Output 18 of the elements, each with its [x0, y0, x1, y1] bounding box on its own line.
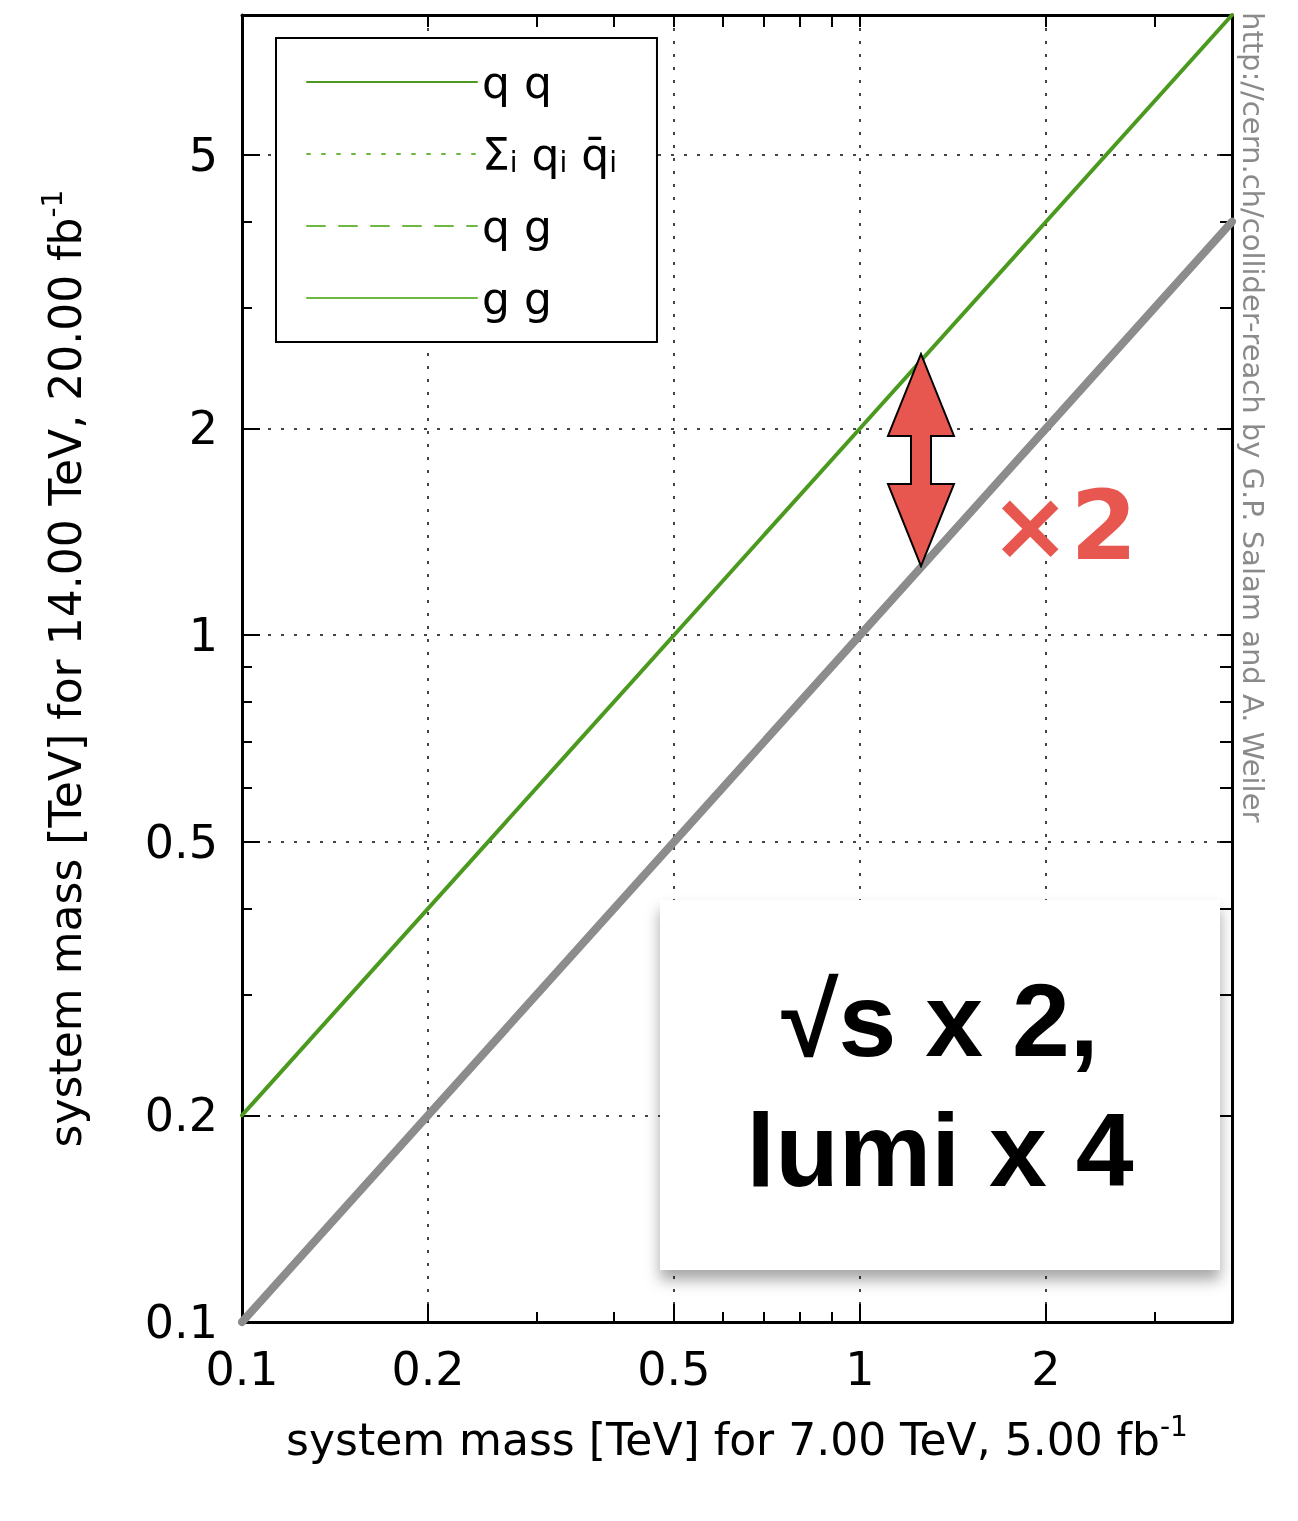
x-tick-label: 2 — [1031, 1342, 1061, 1396]
y-tick-label: 0.2 — [144, 1088, 218, 1143]
text: http://cern.ch/collider-reach by G.P. Salam and A. Weiler — [1236, 12, 1270, 823]
y-axis-title: system mass [TeV] for 14.00 TeV, 20.00 fb-1 — [35, 189, 91, 1148]
legend-label: q g — [482, 200, 552, 252]
annotation: √s x 2, lumi x 4 — [660, 900, 1220, 1270]
x-tick-label: 0.5 — [637, 1342, 711, 1396]
legend-label: Σi qi q̄i — [482, 128, 617, 180]
legend-label: q q — [482, 56, 552, 108]
x-tick-label: 0.2 — [391, 1342, 465, 1396]
y-tick-label: 2 — [188, 401, 218, 456]
legend-label: g g — [482, 272, 552, 324]
y-tick-label: 0.1 — [144, 1295, 218, 1349]
y-tick-label: 0.5 — [144, 814, 218, 869]
y-tick-label: 1 — [188, 608, 218, 663]
annotation: ×2 — [990, 470, 1138, 582]
y-tick-label: 5 — [188, 128, 218, 183]
x-tick-label: 1 — [845, 1342, 875, 1396]
